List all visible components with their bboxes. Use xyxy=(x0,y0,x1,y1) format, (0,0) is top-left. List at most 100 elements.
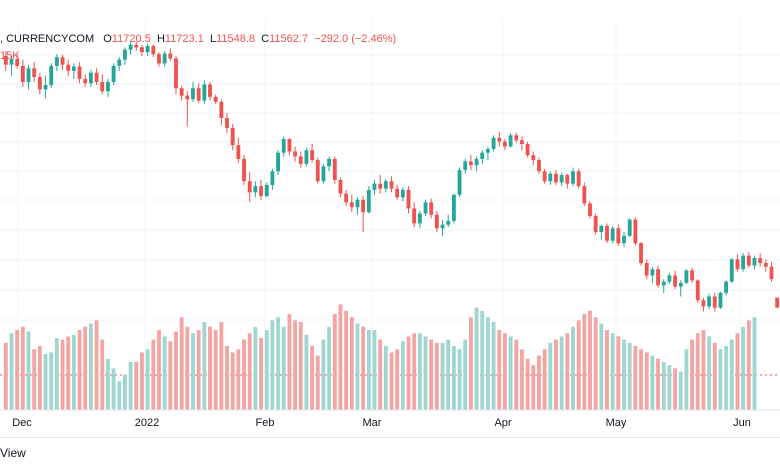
volume-bar xyxy=(605,330,609,410)
price-volume-chart[interactable]: Dec 2022 Feb Mar Apr May Jun xyxy=(0,0,780,437)
candle xyxy=(639,241,643,266)
candle xyxy=(463,158,468,174)
volume-bar xyxy=(485,317,490,410)
volume-bar xyxy=(366,330,371,410)
candle xyxy=(457,167,462,198)
candle-body xyxy=(213,96,218,102)
volume-bar xyxy=(480,310,485,410)
candle-body xyxy=(468,161,473,166)
candle-body xyxy=(741,255,746,270)
volume-bar xyxy=(111,368,116,410)
candle xyxy=(576,168,581,189)
candle-body xyxy=(673,275,678,287)
volume-bar xyxy=(639,349,643,410)
candle-body xyxy=(752,258,757,266)
volume-bar xyxy=(338,304,343,410)
grid-lines xyxy=(0,20,780,410)
volume-bar xyxy=(3,342,8,410)
candle-body xyxy=(117,59,122,66)
candle xyxy=(242,155,246,185)
candle xyxy=(718,291,723,309)
candle-body xyxy=(661,281,666,286)
volume-bar xyxy=(673,368,678,410)
candle-body xyxy=(548,173,553,182)
candle xyxy=(656,265,660,288)
volume-bar xyxy=(491,322,496,410)
candle xyxy=(406,186,411,214)
candle xyxy=(32,62,37,82)
volume-bar xyxy=(298,322,303,410)
volume-bar xyxy=(468,317,473,410)
candle xyxy=(321,163,326,184)
volume-bar xyxy=(219,322,224,410)
volume-bar xyxy=(310,346,315,410)
volume-bar xyxy=(26,331,31,410)
candle-body xyxy=(678,282,683,287)
candle-body xyxy=(588,203,592,216)
candle-body xyxy=(508,135,513,147)
time-axis-label: May xyxy=(606,417,627,429)
candle-body xyxy=(344,193,349,203)
volume-bar xyxy=(174,331,178,410)
volume-bar xyxy=(293,320,298,410)
candle-body xyxy=(644,263,649,276)
volume-bar xyxy=(457,349,462,410)
candle xyxy=(735,254,740,272)
candle xyxy=(468,155,473,171)
candle xyxy=(9,55,14,76)
candle xyxy=(191,82,195,102)
candle-body xyxy=(20,65,25,82)
candle-body xyxy=(71,66,76,71)
volume-bar xyxy=(276,317,280,410)
candle-body xyxy=(310,150,315,161)
candle-body xyxy=(429,202,434,215)
volume-bar xyxy=(332,314,337,410)
volume-bar xyxy=(559,336,564,410)
candle xyxy=(542,168,547,184)
candle xyxy=(582,182,587,206)
volume-bar xyxy=(49,352,54,410)
candle xyxy=(508,132,513,148)
candle-body xyxy=(537,160,541,172)
candle-body xyxy=(417,213,422,224)
candle-body xyxy=(168,53,173,59)
volume-bar xyxy=(537,355,541,410)
candle xyxy=(434,210,439,233)
candle-body xyxy=(463,161,468,171)
candle xyxy=(616,224,621,246)
candle xyxy=(724,280,729,296)
view-button[interactable]: View xyxy=(0,446,26,460)
volume-bar xyxy=(451,346,456,410)
symbol-name: , CURRENCYCOM xyxy=(0,33,95,45)
volume-bar xyxy=(593,317,598,410)
candlesticks xyxy=(3,41,780,312)
candle-body xyxy=(599,225,604,233)
candle-body xyxy=(230,127,235,146)
candle-body xyxy=(157,54,161,64)
candle xyxy=(276,150,280,175)
volume-bar xyxy=(690,339,695,410)
candle xyxy=(117,57,122,71)
volume-bar xyxy=(474,307,479,410)
candle xyxy=(400,187,405,202)
candle-body xyxy=(366,189,371,213)
candle-body xyxy=(531,155,536,161)
candle-body xyxy=(83,78,88,84)
candle xyxy=(485,146,490,161)
candle-body xyxy=(128,44,133,50)
volume-bar xyxy=(140,352,144,410)
candle xyxy=(383,178,388,193)
candle-body xyxy=(707,296,712,307)
candle xyxy=(684,269,689,285)
volume-bar xyxy=(83,326,88,410)
candle xyxy=(627,218,632,237)
volume-bar xyxy=(497,330,502,410)
candle xyxy=(531,151,536,166)
candle xyxy=(769,261,774,282)
candle xyxy=(94,68,99,86)
volume-bar xyxy=(230,352,235,410)
candle-body xyxy=(474,158,479,166)
candle xyxy=(701,297,706,312)
volume-bars xyxy=(3,304,757,410)
volume-bar xyxy=(633,346,638,410)
